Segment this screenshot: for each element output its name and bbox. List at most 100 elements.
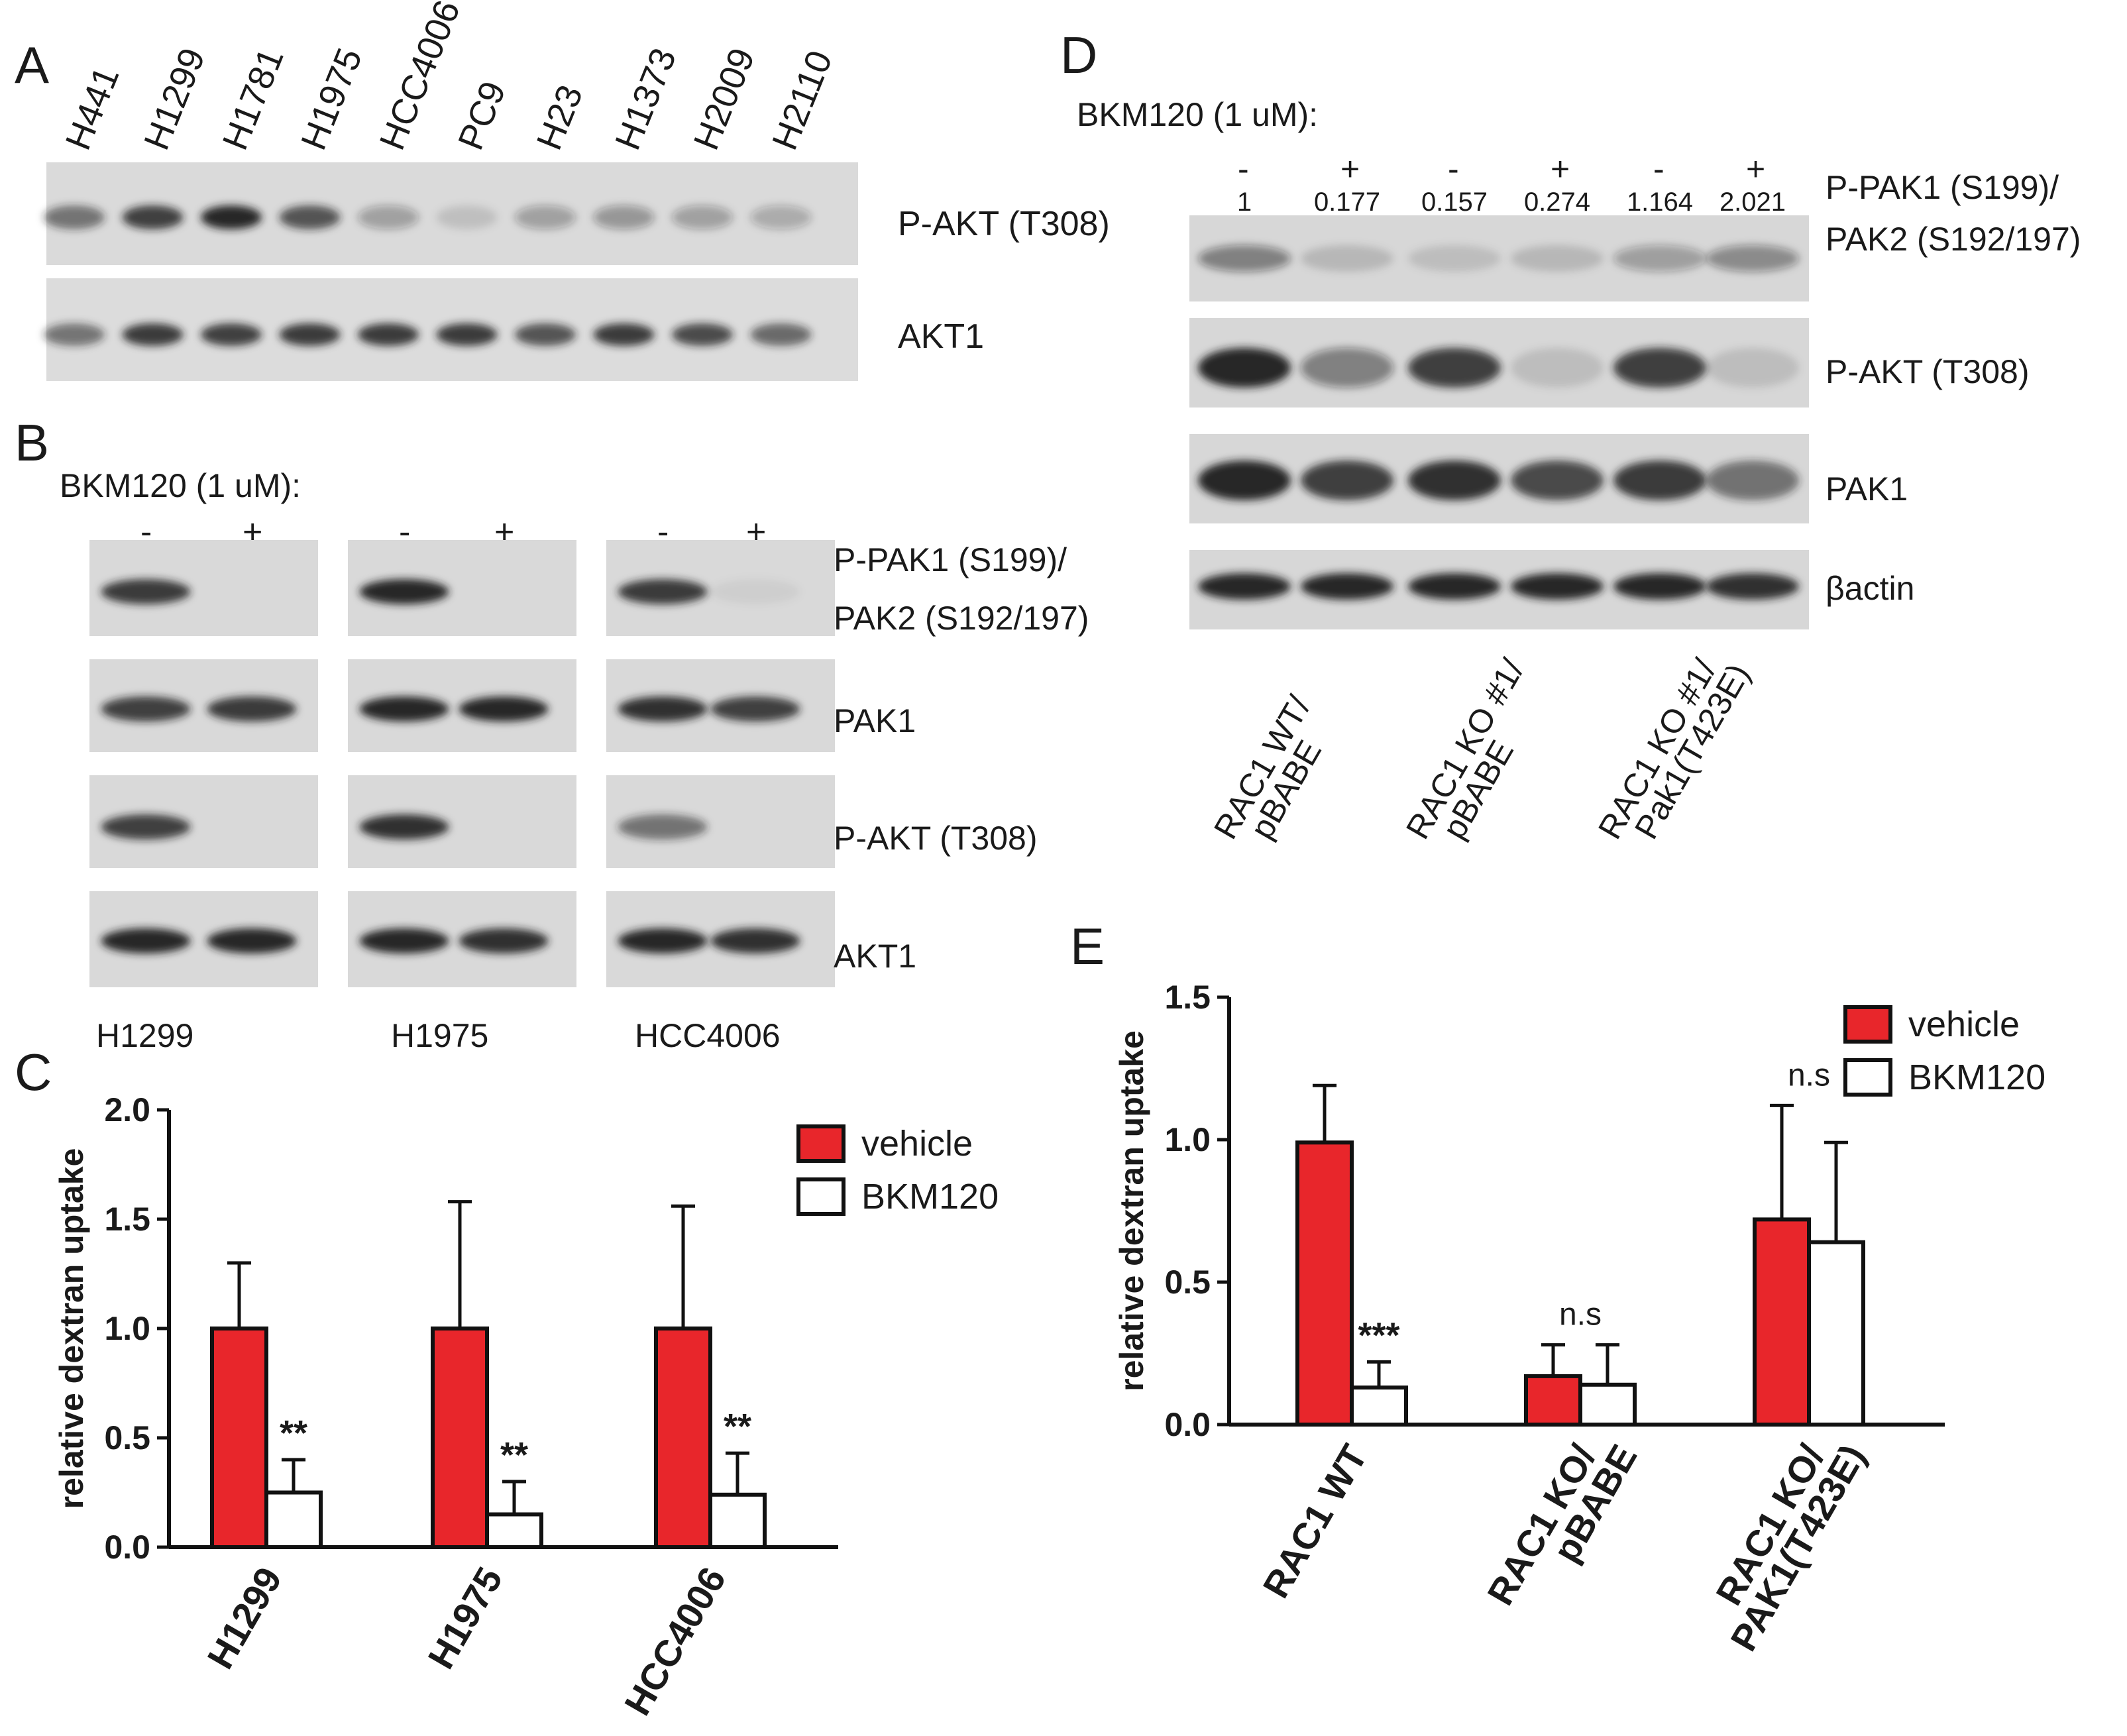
legend-label-bkm120: BKM120 [1908, 1058, 2045, 1097]
panel-e-letter: E [1070, 917, 1105, 975]
blot-d-label-pak1: PAK1 [1826, 470, 1908, 508]
y-tick-label: 1.0 [1164, 1121, 1211, 1158]
band-d-pakt [1511, 348, 1604, 388]
blot-d-label-ppak1: P-PAK1 (S199)/ [1826, 169, 2059, 206]
bar-vehicle-0 [210, 1327, 268, 1549]
band-b-akt1 [101, 928, 191, 953]
band-b-pak1 [710, 696, 800, 722]
band-b-ppak [101, 579, 191, 604]
legend-label-vehicle: vehicle [861, 1124, 973, 1164]
blot-b-label-ppak2: PAK2 (S192/197) [834, 600, 1089, 637]
band-d-pakt [1706, 348, 1799, 388]
y-tick-label: 1.5 [1164, 979, 1211, 1016]
band-b-akt1 [207, 928, 297, 953]
band-b-akt1 [459, 928, 549, 953]
legend-swatch-bkm120 [796, 1177, 845, 1216]
band-d-pakt [1613, 348, 1706, 388]
panel-c-letter: C [15, 1043, 52, 1101]
bar-bkm120-0 [1350, 1385, 1408, 1427]
lane-label-h23: H23 [529, 80, 590, 155]
band-d-bactin [1511, 573, 1604, 600]
y-tick-label: 0.5 [1164, 1264, 1211, 1301]
bar-bkm120-1 [485, 1512, 543, 1549]
band-b-akt1 [710, 928, 800, 953]
legend-label-bkm120: BKM120 [861, 1177, 999, 1217]
band-d-ppak [1301, 245, 1393, 272]
y-tick-label: 1.0 [104, 1310, 150, 1347]
panel-d-blots [1189, 215, 1809, 629]
band-d-pakt [1408, 348, 1501, 388]
y-tick-label: 2.0 [104, 1091, 150, 1128]
band-d-ppak [1408, 245, 1501, 272]
x-category-label: HCC4006 [616, 1560, 734, 1722]
band-d-bactin [1301, 573, 1393, 600]
band-a-akt1-h441 [44, 323, 105, 346]
blot-d-label-pakt: P-AKT (T308) [1826, 353, 2030, 390]
significance-label: ** [280, 1413, 307, 1453]
band-a-akt1-h23 [515, 323, 576, 346]
band-b-pakt [359, 814, 449, 840]
band-a-akt1-hcc4006 [358, 323, 419, 346]
legend-label-vehicle: vehicle [1908, 1004, 2020, 1044]
lane-label-h441: H441 [58, 61, 127, 155]
bar-vehicle-1 [1524, 1374, 1582, 1427]
y-tick-label: 0.0 [104, 1529, 150, 1566]
bar-bkm120-2 [1807, 1240, 1865, 1427]
band-a-pakt-h1781 [201, 205, 262, 229]
band-a-akt1-h1781 [201, 323, 262, 346]
lane-label-h1373: H1373 [608, 42, 684, 155]
panel-b-blots [89, 540, 835, 987]
blot-b-label-akt1: AKT1 [834, 938, 916, 975]
blot-a-pakt-bands [44, 205, 812, 229]
bar-bkm120-0 [264, 1490, 323, 1549]
bar-vehicle-2 [1753, 1217, 1811, 1427]
band-a-pakt-h2009 [672, 205, 733, 229]
panel-d: D BKM120 (1 uM): -1+0.177-0.157+0.274-1.… [1060, 26, 2081, 845]
bar-bkm120-1 [1578, 1382, 1637, 1427]
band-a-pakt-h1299 [122, 205, 184, 229]
panel-b: B BKM120 (1 uM): - + - + - + P-PAK1 (S199)/ P… [15, 413, 1089, 1054]
band-a-pakt-h1975 [279, 205, 341, 229]
band-a-akt1-h1373 [593, 323, 655, 346]
band-b-ppak [710, 579, 800, 604]
significance-label: n.s [1788, 1058, 1830, 1093]
y-tick-label: 0.5 [104, 1419, 150, 1456]
band-d-bactin [1706, 573, 1799, 600]
band-a-pakt-h2110 [750, 205, 812, 229]
panel-d-treatment-signs: -1+0.177-0.157+0.274-1.164+2.021 [1237, 150, 1786, 217]
legend-swatch-bkm120 [1843, 1058, 1892, 1097]
band-b-akt1 [359, 928, 449, 953]
band-a-akt1-h1975 [279, 323, 341, 346]
band-a-akt1-h1299 [122, 323, 184, 346]
band-d-bactin [1408, 573, 1501, 600]
panel-b-cellline-h1975: H1975 [391, 1017, 488, 1054]
panel-b-treatment-label: BKM120 (1 uM): [60, 467, 301, 504]
band-b-pak1 [207, 696, 297, 722]
panel-b-cellline-h1299: H1299 [96, 1017, 193, 1054]
band-b-ppak [359, 579, 449, 604]
sign-d-0: - [1238, 150, 1249, 188]
x-category-label: RAC1 WT [1254, 1438, 1375, 1605]
band-d-pak1 [1706, 461, 1799, 500]
band-b-pak1 [101, 696, 191, 722]
band-d-ppak [1613, 245, 1706, 272]
bar-vehicle-2 [654, 1327, 712, 1549]
blot-b-label-pakt: P-AKT (T308) [834, 820, 1038, 857]
y-tick-label: 0.0 [1164, 1406, 1211, 1443]
panel-c: C 0.0 0.5 1.0 1.5 2.0 relative dextran uptake… [15, 1043, 999, 1722]
blot-d-label-ppak2: PAK2 (S192/197) [1826, 221, 2081, 258]
significance-label: *** [1358, 1315, 1399, 1355]
band-d-pak1 [1613, 461, 1706, 500]
significance-label: n.s [1559, 1297, 1602, 1332]
y-axis-label: relative dextran uptake [1113, 1030, 1150, 1391]
chart-c: 0.0 0.5 1.0 1.5 2.0 relative dextran uptake **… [53, 1091, 999, 1722]
quant-d-1: 0.177 [1314, 188, 1380, 217]
lane-label-h1781: H1781 [215, 42, 291, 155]
blot-a-akt1-bands [44, 323, 812, 346]
band-d-ppak [1198, 245, 1291, 272]
legend-swatch-vehicle [1843, 1005, 1892, 1044]
y-tick-label: 1.5 [104, 1201, 150, 1238]
band-d-pak1 [1198, 461, 1291, 500]
